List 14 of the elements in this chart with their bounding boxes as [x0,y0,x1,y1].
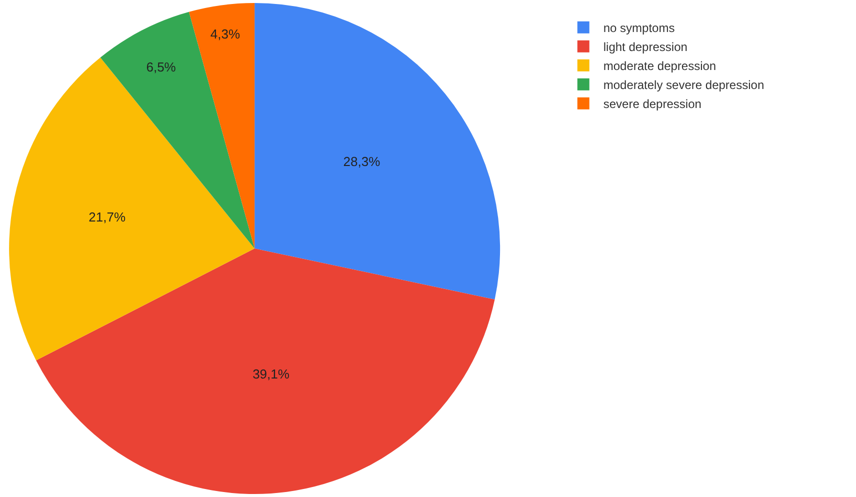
data-label: 4,3% [210,26,240,42]
legend-label: moderate depression [603,59,716,73]
legend-label: moderately severe depression [603,78,764,92]
legend-label: no symptoms [603,21,675,35]
legend-label: light depression [603,40,688,54]
data-label: 6,5% [146,60,176,75]
pie-slice [9,57,255,360]
data-label: 39,1% [252,366,290,382]
pie-slice [188,3,255,248]
pie-slice [36,248,495,494]
data-label: 28,3% [343,154,381,170]
legend-label: severe depression [603,97,702,111]
pie-slice [254,3,500,300]
data-label: 21,7% [88,210,126,225]
